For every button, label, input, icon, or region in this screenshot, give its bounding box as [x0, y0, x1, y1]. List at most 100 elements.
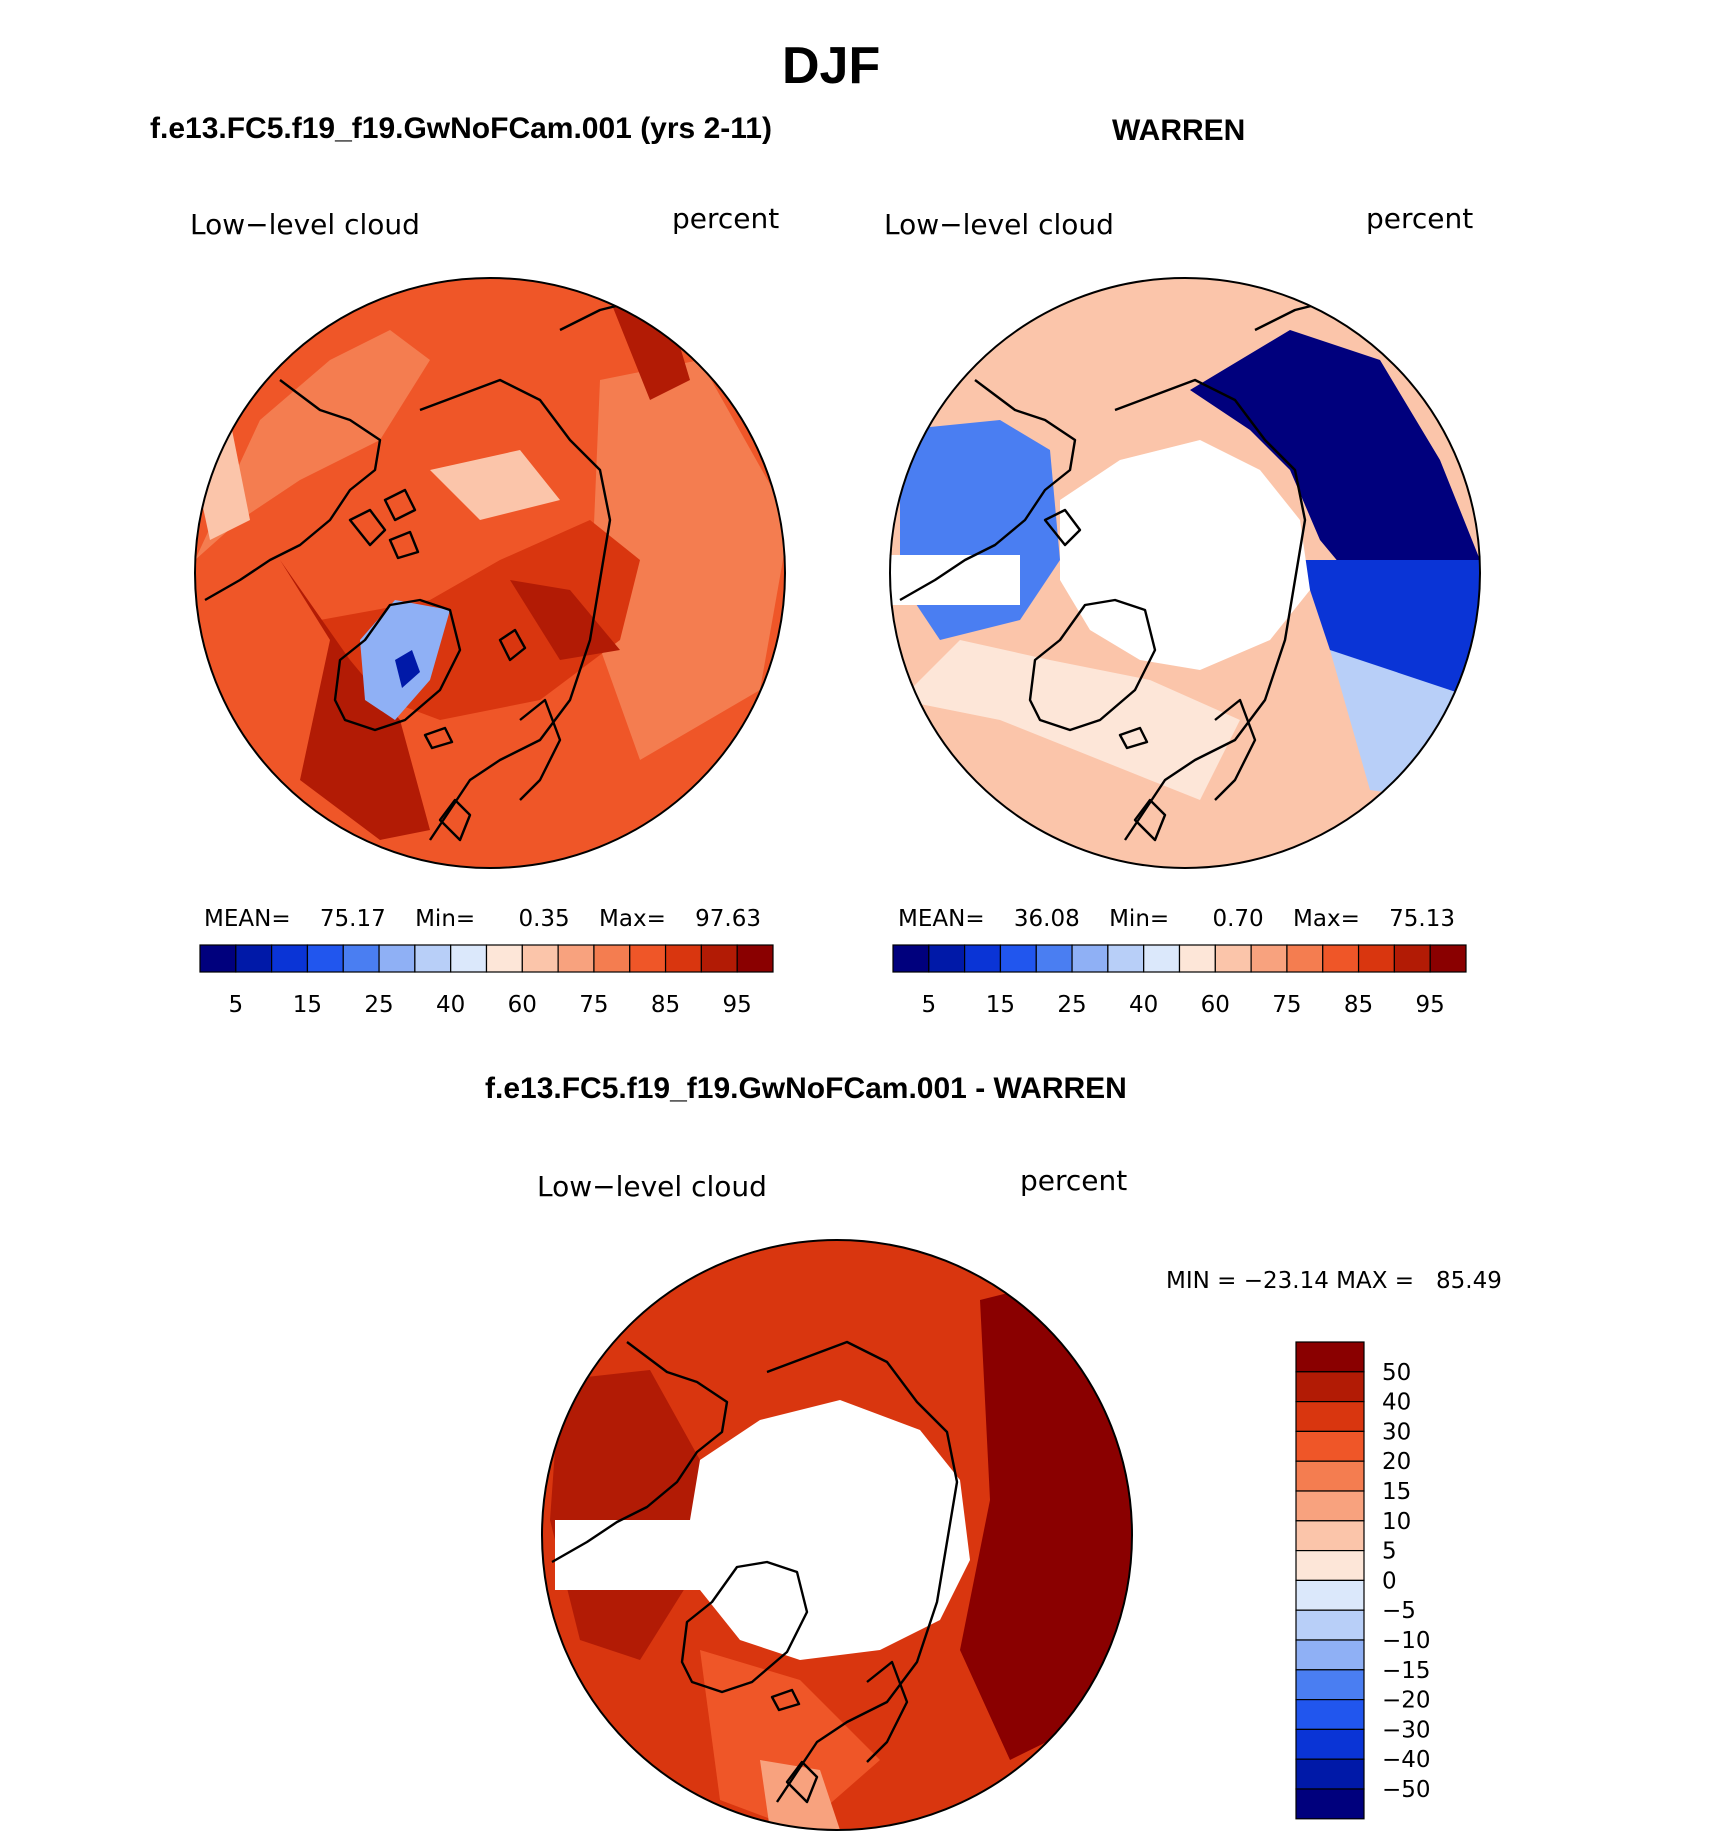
model-cloud-map	[194, 277, 786, 869]
obs-coast-scandinavia	[1214, 698, 1257, 801]
right-mean-value: 36.08	[1013, 906, 1080, 932]
diff-colorbar-label: −30	[1382, 1717, 1431, 1743]
left-units-label: percent	[672, 202, 780, 235]
diff-colorbar-swatch	[1295, 1400, 1365, 1432]
diff-variable-label: Low−level cloud	[537, 1170, 767, 1203]
left-variable-label: Low−level cloud	[190, 208, 420, 241]
obs-coast-greenland	[1028, 598, 1157, 732]
obs-colorbar-swatch	[1322, 944, 1360, 973]
obs-colorbar: 5 15 25 40 60 75 85 95	[892, 944, 1467, 1018]
diff-colorbar-swatch	[1295, 1609, 1365, 1641]
model-colorbar-swatch	[521, 944, 559, 973]
model-coast-archipelago-1	[348, 508, 387, 547]
diff-colorbar-label: 20	[1382, 1449, 1411, 1475]
model-colorbar-label: 15	[293, 992, 322, 1018]
model-colorbar-swatch	[342, 944, 380, 973]
diff-colorbar-swatch	[1295, 1520, 1365, 1552]
obs-colorbar-label: 60	[1201, 992, 1230, 1018]
model-colorbar-label: 40	[436, 992, 465, 1018]
left-min-value: 0.35	[518, 906, 570, 932]
obs-region-pacific-darkest	[1190, 330, 1480, 600]
right-variable-label: Low−level cloud	[884, 208, 1114, 241]
diff-colorbar-swatch	[1295, 1341, 1365, 1373]
model-colorbar-swatch	[414, 944, 452, 973]
diff-coast-eurasia	[766, 1340, 959, 1803]
diff-colorbar-swatch	[1295, 1788, 1365, 1820]
figure-title: DJF	[782, 37, 881, 95]
obs-colorbar-swatch	[1178, 944, 1216, 973]
right-units-label: percent	[1366, 202, 1474, 235]
diff-colorbar-swatch	[1295, 1728, 1365, 1760]
model-colorbar: 5 15 25 40 60 75 85 95	[199, 944, 774, 1018]
obs-colorbar-swatch	[1214, 944, 1252, 973]
left-stats: MEAN= 75.17 Min= 0.35 Max= 97.63	[204, 906, 761, 932]
diff-colorbar-swatch	[1295, 1549, 1365, 1581]
obs-colorbar-swatch	[1035, 944, 1073, 973]
diff-colorbar-label: 5	[1382, 1539, 1397, 1565]
model-colorbar-label: 75	[579, 992, 608, 1018]
model-coast-archipelago-3	[388, 530, 420, 560]
obs-colorbar-swatch	[1071, 944, 1109, 973]
diff-colorbar-label: 10	[1382, 1509, 1411, 1535]
diff-colorbar-label: −5	[1382, 1598, 1416, 1624]
model-region-low-america	[195, 420, 250, 540]
model-region-kara	[510, 580, 620, 660]
diff-coast-britain	[785, 1760, 819, 1804]
diff-coast-scandinavia	[866, 1660, 909, 1763]
model-colorbar-swatch	[736, 944, 774, 973]
obs-colorbar-label: 25	[1057, 992, 1086, 1018]
diff-coast-greenland	[680, 1560, 809, 1694]
obs-colorbar-swatch	[1107, 944, 1145, 973]
diff-colorbar-label: 50	[1382, 1360, 1411, 1386]
diff-coast-iceland	[770, 1688, 801, 1712]
model-coast-scandinavia	[519, 698, 562, 801]
left-max-value: 97.63	[695, 906, 762, 932]
obs-cloud-map	[889, 277, 1481, 869]
model-region-moderate	[195, 330, 430, 560]
model-coast-archipelago-2	[383, 488, 417, 522]
left-panel-title: f.e13.FC5.f19_f19.GwNoFCam.001 (yrs 2-11…	[150, 112, 772, 145]
model-colorbar-swatch	[306, 944, 344, 973]
obs-colorbar-swatch	[1143, 944, 1181, 973]
model-colorbar-swatch	[235, 944, 273, 973]
left-min-label: Min=	[415, 906, 476, 932]
diff-colorbar-label: −15	[1382, 1658, 1431, 1684]
model-coast-greenland	[333, 598, 462, 732]
diff-colorbar-label: −50	[1382, 1777, 1431, 1803]
model-region-low-beaufort	[430, 450, 560, 520]
model-colorbar-swatch	[629, 944, 667, 973]
model-colorbar-label: 60	[508, 992, 537, 1018]
model-colorbar-label: 5	[228, 992, 243, 1018]
left-mean-value: 75.17	[319, 906, 386, 932]
obs-coast-archipelago	[1043, 508, 1082, 547]
diff-colorbar-label: −20	[1382, 1688, 1431, 1714]
obs-region-light	[900, 640, 1240, 800]
model-coast-britain	[438, 798, 472, 842]
obs-colorbar-swatch	[999, 944, 1037, 973]
obs-coast-britain	[1133, 798, 1167, 842]
right-max-value: 75.13	[1389, 906, 1456, 932]
model-map-border	[194, 277, 786, 869]
diff-colorbar-swatch	[1295, 1758, 1365, 1790]
model-colorbar-swatch	[485, 944, 523, 973]
obs-colorbar-label: 40	[1129, 992, 1158, 1018]
obs-region-nodata-center	[1060, 440, 1310, 670]
model-colorbar-swatch	[664, 944, 702, 973]
obs-colorbar-swatch	[1357, 944, 1395, 973]
diff-coast-america	[551, 1341, 729, 1564]
model-colorbar-label: 95	[723, 992, 752, 1018]
model-region-pacific	[590, 360, 785, 760]
diff-colorbar-label: −40	[1382, 1747, 1431, 1773]
model-colorbar-swatch	[557, 944, 595, 973]
obs-colorbar-label: 75	[1272, 992, 1301, 1018]
diff-panel-title: f.e13.FC5.f19_f19.GwNoFCam.001 - WARREN	[485, 1072, 1127, 1105]
diff-colorbar-swatch	[1295, 1579, 1365, 1611]
model-colorbar-swatch	[700, 944, 738, 973]
diff-colorbar-label: 0	[1382, 1568, 1397, 1594]
diff-colorbar-label: −10	[1382, 1628, 1431, 1654]
obs-colorbar-label: 95	[1416, 992, 1445, 1018]
obs-colorbar-swatch	[964, 944, 1002, 973]
diff-colorbar-swatch	[1295, 1698, 1365, 1730]
